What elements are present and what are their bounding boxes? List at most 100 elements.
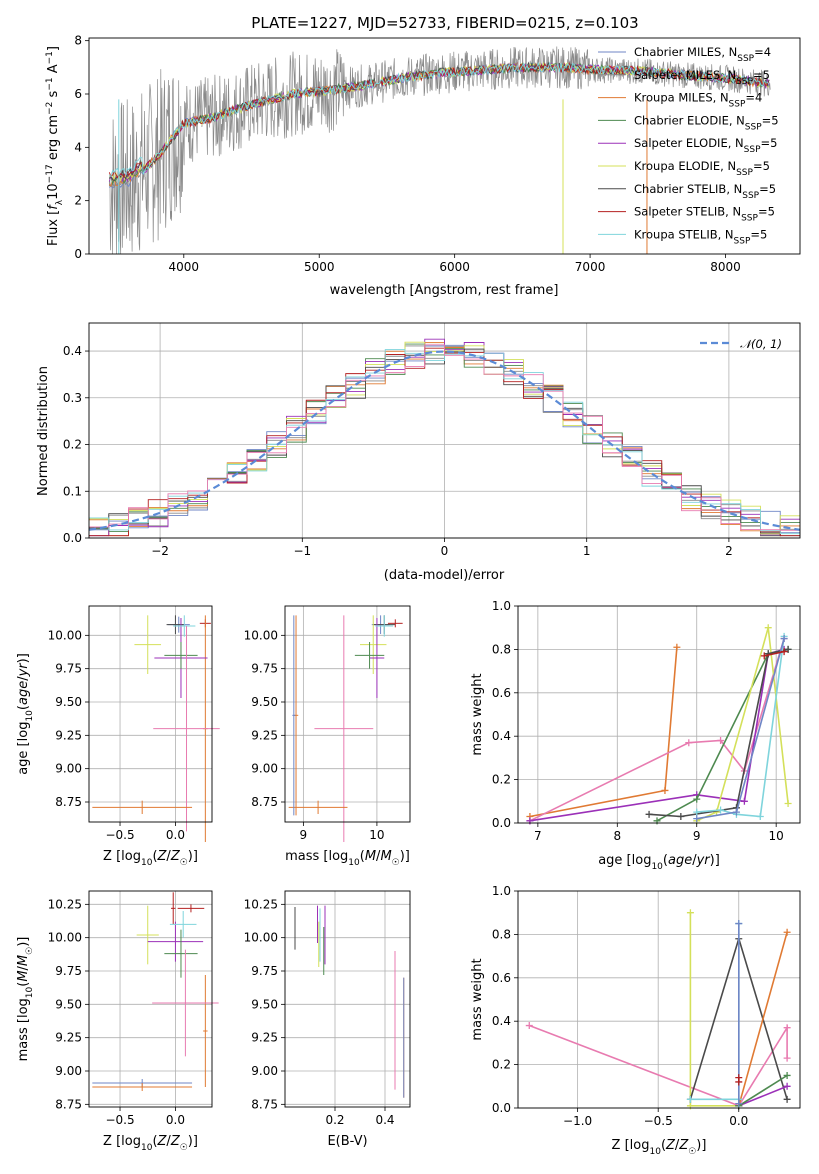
label-part: SSP: [736, 168, 753, 178]
label-part: =5: [753, 159, 770, 173]
weight-marker: [735, 1100, 743, 1108]
weight-marker: [735, 920, 743, 928]
label-part: 10: [141, 858, 153, 868]
y-tick-label: 0.4: [492, 1014, 511, 1028]
x-tick-label: 0.0: [166, 828, 185, 842]
label-part: /: [675, 1138, 680, 1153]
label-part: A: [46, 64, 61, 77]
axes-mass_vs_Z: −0.5 0.0 8.75 9.00 9.25 9.50 9.75 10.00 10.25: [48, 890, 219, 1127]
y-tick-label: 0.4: [492, 729, 511, 743]
y-tick-label: 9.00: [251, 762, 278, 776]
label-part: mass [log: [16, 998, 31, 1061]
weight-marker: [783, 1071, 791, 1079]
label-part: 10: [25, 710, 35, 722]
x-axis-label: Z [log10(Z/Z☉)]: [103, 849, 198, 868]
label-part: (: [152, 1134, 157, 1149]
weight-marker: [693, 808, 701, 816]
label-part: ☉: [180, 858, 188, 868]
weight-marker: [717, 737, 725, 745]
gaussian-curve: [88, 350, 801, 531]
x-tick-label: 6000: [439, 260, 470, 274]
legend-entry: Kroupa ELODIE, NSSP=5: [634, 159, 770, 178]
weight-marker: [686, 1095, 694, 1103]
weight-marker: [693, 795, 701, 803]
label-part: Flux [: [46, 210, 61, 246]
plot-area: [525, 909, 791, 1110]
y-tick-label: 9.25: [55, 1031, 82, 1045]
y-tick-label: 2: [74, 194, 82, 208]
label-part: Chabrier MILES, N: [634, 45, 737, 59]
y-tick-label: 1.0: [492, 599, 511, 613]
label-part: Chabrier STELIB, N: [634, 182, 742, 196]
label-part: Z [log: [103, 849, 141, 864]
axes-frame: [517, 605, 801, 824]
weight-marker: [764, 624, 772, 632]
weight-marker: [783, 1024, 791, 1032]
label-part: 10: [25, 986, 35, 998]
label-part: )]: [696, 1138, 706, 1153]
label-part: ☉: [180, 1143, 188, 1153]
x-tick-label: 0: [441, 544, 449, 558]
gridlines: [285, 891, 410, 1107]
x-axis-label: wavelength [Angstrom, rest frame]: [330, 283, 559, 298]
y-tick-label: 0.2: [63, 438, 82, 452]
label-part: /: [692, 853, 697, 868]
legend-entry: Salpeter STELIB, NSSP=5: [634, 205, 775, 224]
y-tick-label: 0.0: [492, 816, 511, 830]
label-part: SSP: [736, 77, 753, 87]
plot-area: [92, 615, 220, 842]
label-part: −1: [45, 51, 55, 64]
label-part: SSP: [741, 214, 758, 224]
y-tick-label: 0.0: [63, 531, 82, 545]
weight-marker: [780, 635, 788, 643]
y-tick-label: 0.1: [63, 484, 82, 498]
plot-area: [88, 338, 801, 537]
figure-title: PLATE=1227, MJD=52733, FIBERID=0215, z=0…: [251, 14, 638, 32]
label-part: (: [663, 853, 668, 868]
y-tick-label: 0: [74, 247, 82, 261]
label-part: 10: [649, 1147, 661, 1157]
label-part: =5: [761, 136, 778, 150]
label-part: =5: [753, 68, 770, 82]
gridlines: [285, 606, 410, 822]
x-tick-label: 8: [613, 829, 621, 843]
label-part: age [log: [598, 853, 651, 868]
spectrum-data-line: [108, 46, 771, 255]
weight-marker: [756, 812, 764, 820]
label-part: age [log: [16, 722, 31, 775]
y-axis-label: mass [log10(M/M☉)]: [16, 937, 35, 1062]
x-tick-label: 9: [300, 828, 308, 842]
weight-marker: [783, 1054, 791, 1062]
x-tick-label: 1: [583, 544, 591, 558]
x-tick-label: 8000: [710, 260, 741, 274]
label-part: Z [log: [612, 1138, 650, 1153]
x-tick-label: 2: [725, 544, 733, 558]
x-axis-label: Z [log10(Z/Z☉)]: [612, 1138, 707, 1157]
label-part: Z: [170, 849, 181, 864]
y-axis-label: Normed distribution: [36, 366, 51, 496]
plot-area: [288, 615, 403, 842]
y-tick-label: 9.25: [55, 728, 82, 742]
x-tick-label: −0.5: [105, 1113, 134, 1127]
axes-frame: [88, 605, 213, 823]
y-tick-label: 9.50: [55, 997, 82, 1011]
axes-weight_vs_Z: −1.0 −0.5 0.0 0.0 0.2 0.4 0.6 0.8 1.0: [492, 884, 801, 1128]
label-part: f: [46, 203, 61, 210]
label-part: Salpeter ELODIE, N: [634, 136, 744, 150]
label-part: )]: [188, 1134, 198, 1149]
y-tick-label: 10.00: [244, 931, 278, 945]
label-part: 10: [141, 1143, 153, 1153]
label-part: Kroupa MILES, N: [634, 91, 729, 105]
label-part: Kroupa ELODIE, N: [634, 159, 736, 173]
x-tick-label: 0.0: [166, 1113, 185, 1127]
weight-marker: [645, 810, 653, 818]
gridlines: [89, 891, 212, 1107]
axes-age_vs_mass: 9 10 8.75 9.00 9.25 9.50 9.75 10.00: [244, 605, 411, 842]
y-tick-label: 0.8: [492, 642, 511, 656]
y-tick-label: 9.50: [251, 997, 278, 1011]
y-tick-label: 9.75: [251, 662, 278, 676]
label-part: (: [661, 1138, 666, 1153]
y-tick-label: 6: [74, 87, 82, 101]
label-part: Kroupa STELIB, N: [634, 227, 734, 241]
y-tick-label: 9.00: [55, 762, 82, 776]
